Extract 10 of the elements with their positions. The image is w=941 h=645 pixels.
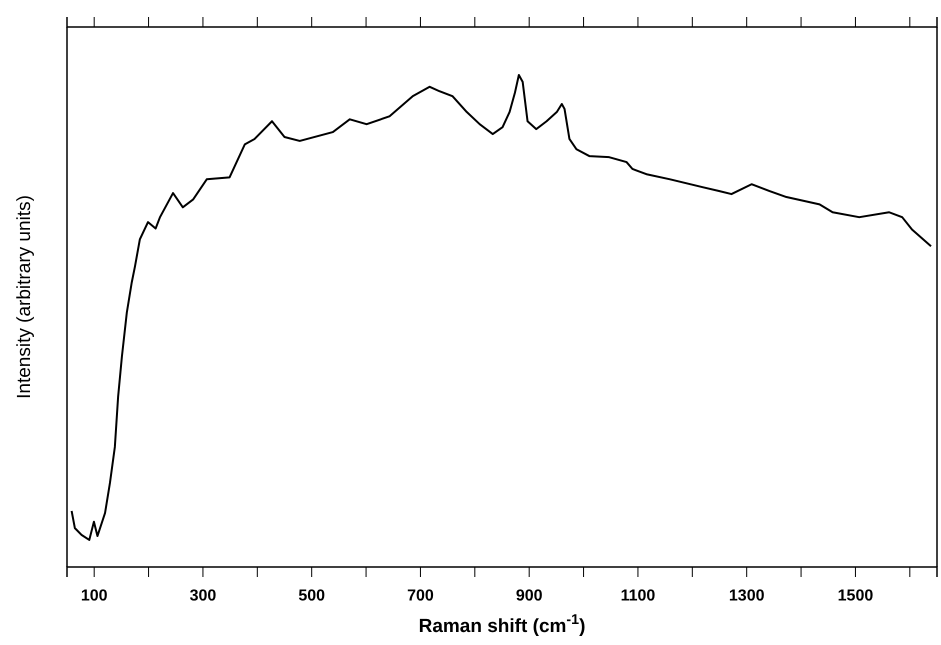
x-tick-label: 300 — [190, 587, 216, 604]
x-axis-title: Raman shift (cm$^{-1}$) — [418, 612, 586, 637]
x-tick-label: 700 — [407, 587, 434, 604]
x-tick-label: 900 — [516, 587, 543, 604]
x-tick-label: 100 — [80, 587, 108, 604]
y-axis-title: Intensity (arbitrary units) — [14, 195, 35, 399]
x-tick-label: 1500 — [838, 587, 874, 604]
x-tick-label: 500 — [298, 587, 326, 604]
x-tick-label: 1300 — [728, 587, 765, 604]
x-tick-label: 1100 — [620, 587, 656, 604]
